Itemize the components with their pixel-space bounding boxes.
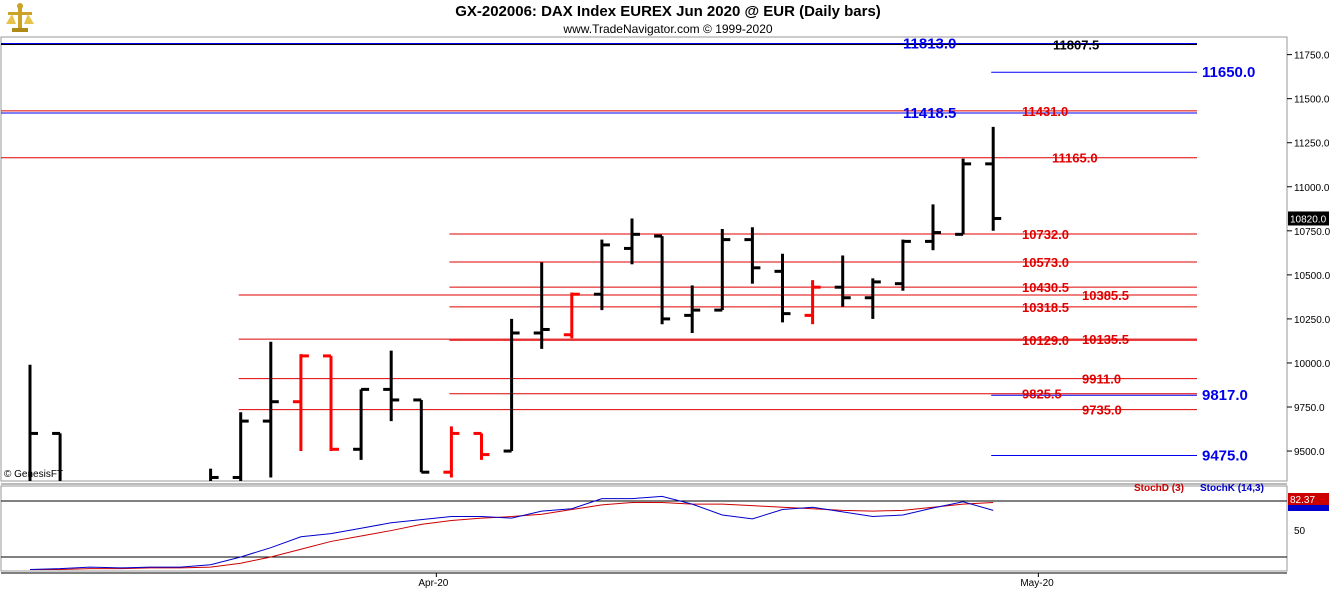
level-label: 10732.0 (1022, 227, 1069, 242)
y-tick-label: 11250.0 (1294, 139, 1330, 150)
stochk-line (29, 495, 994, 570)
level-label: 9735.0 (1082, 403, 1122, 418)
bars-group (28, 126, 1002, 481)
level-label: 9911.0 (1082, 372, 1121, 387)
chart-subtitle: www.TradeNavigator.com © 1999-2020 (563, 22, 773, 36)
level-label: 11650.0 (1202, 64, 1255, 81)
y-tick-label: 9500.0 (1294, 447, 1325, 458)
price-panel-frame (0, 36, 1288, 482)
level-label: 10318.5 (1022, 300, 1069, 315)
y-tick-label: 11750.0 (1294, 51, 1330, 62)
level-label: 10573.0 (1022, 255, 1069, 270)
level-label: 10135.5 (1082, 332, 1129, 347)
y-tick-label: 11500.0 (1294, 95, 1330, 106)
legend-stochk: StochK (14,3) (1200, 483, 1264, 494)
level-label: 10430.5 (1022, 280, 1069, 295)
last-price-tag (1288, 211, 1329, 226)
stochd-line (30, 502, 994, 570)
legend-stochd: StochD (3) (1134, 483, 1184, 494)
y-tick-label: 10000.0 (1294, 359, 1331, 370)
y-tick-label: 10750.0 (1294, 227, 1331, 238)
y-tick-label: 10500.0 (1294, 271, 1331, 282)
y-tick-label: 9750.0 (1294, 403, 1325, 414)
chart-title: GX-202006: DAX Index EUREX Jun 2020 @ EU… (455, 3, 881, 20)
level-label: 9825.5 (1022, 387, 1062, 402)
y-tick-label: 10250.0 (1294, 315, 1331, 326)
level-label: 11165.0 (1052, 151, 1098, 166)
stoch-last-tag-blue (1288, 505, 1329, 511)
x-tick-label: May-20 (1020, 578, 1054, 589)
x-tick-label: Apr-20 (418, 578, 448, 589)
stoch-tick-label: 50 (1294, 526, 1306, 537)
stoch-last-tag (1288, 493, 1329, 506)
level-label: 9817.0 (1202, 387, 1248, 404)
level-label: 11431.0 (1022, 104, 1068, 119)
stoch-panel-frame (0, 485, 1288, 572)
stoch-group (29, 495, 994, 570)
copyright-label: © GenesisFT (4, 469, 64, 480)
level-label: 11813.0 (903, 36, 956, 53)
level-label: 10385.5 (1082, 288, 1129, 303)
level-label: 10129.0 (1022, 333, 1069, 348)
level-label: 9475.0 (1202, 447, 1248, 464)
stoch-last-label: 82.37 (1290, 495, 1315, 506)
y-tick-label: 11000.0 (1294, 183, 1330, 194)
last-price-label: 10820.0 (1290, 214, 1327, 225)
level-label: 11807.5 (1053, 37, 1099, 52)
genesis-logo-icon (6, 3, 34, 32)
level-label: 11418.5 (903, 105, 956, 122)
